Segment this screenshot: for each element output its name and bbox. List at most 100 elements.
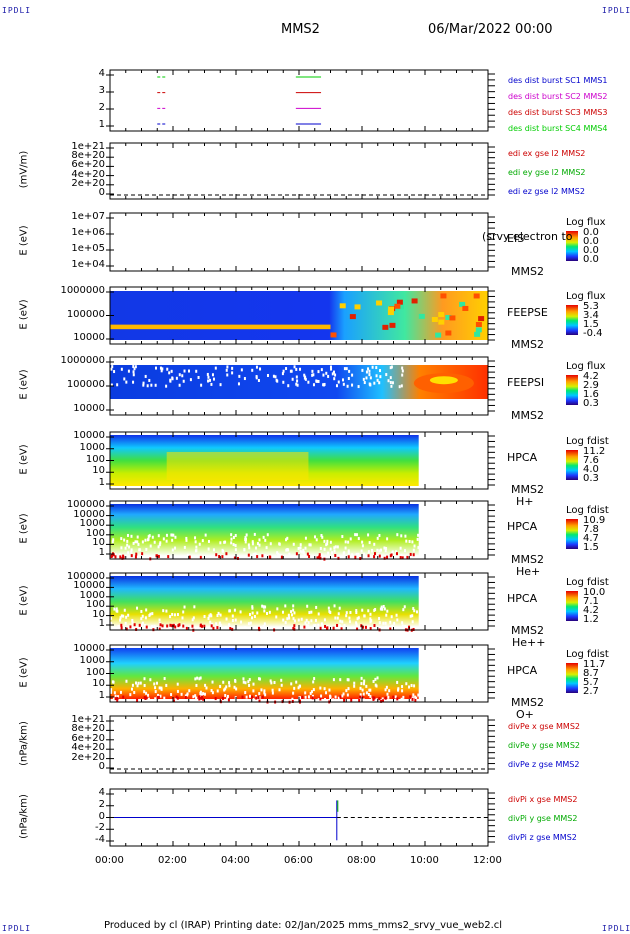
spectrogram-gap [157, 693, 160, 697]
spectrogram-gap [153, 540, 156, 544]
spectrogram-cell [136, 698, 139, 702]
spectrogram-gap [248, 683, 251, 687]
spectrogram-gap [154, 697, 157, 701]
spectrogram-gap [276, 607, 279, 611]
spectrogram-gap [410, 683, 413, 687]
spectrogram-gap [292, 542, 295, 546]
spectrogram-hotspot [429, 376, 458, 385]
spectrogram-fill [110, 576, 419, 627]
spectrogram-gap [291, 613, 294, 617]
spectrogram-gap [251, 616, 254, 620]
spectrogram-gap [298, 684, 301, 688]
spectrogram-gap [347, 687, 350, 691]
colorbar-value: 7.8 [583, 524, 599, 535]
spectrogram-cell [435, 332, 442, 338]
spectrogram-gap [211, 622, 214, 626]
spectrogram-gap [293, 686, 296, 690]
spectrogram-gap [191, 618, 194, 622]
colorbar-value: 0.3 [583, 473, 599, 484]
spectrogram-gap [194, 536, 197, 540]
spectrogram-gap [317, 379, 320, 383]
spectrogram-gap [148, 378, 151, 382]
y-tick-label: 10000 [73, 430, 105, 441]
spectrogram-gap [347, 540, 350, 544]
spectrogram-gap [299, 367, 302, 371]
spectrogram-gap [401, 685, 404, 689]
spectrogram-gap [264, 693, 267, 697]
spectrogram-cell [133, 623, 136, 627]
spectrogram-cell [399, 556, 402, 560]
colorbar-value: 4.2 [583, 605, 599, 616]
spectrogram-gap [336, 545, 339, 549]
spectrogram-gap [362, 698, 365, 702]
spectrogram-gap [112, 680, 115, 684]
spectrogram-gap [181, 374, 184, 378]
spectrogram-gap [378, 533, 381, 537]
spectrogram-cell [167, 555, 170, 559]
spectrogram-gap [311, 694, 314, 698]
spectrogram-gap [389, 620, 392, 624]
spectrogram-cell [159, 623, 162, 627]
spectrogram-gap [337, 612, 340, 616]
spectrogram-gap [240, 368, 243, 372]
spectrogram-cell [367, 554, 370, 558]
spectrogram-gap [310, 610, 313, 614]
spectrogram-gap [356, 617, 359, 621]
spectrogram-cell [161, 624, 164, 628]
spectrogram-gap [355, 553, 358, 557]
spectrogram-gap [234, 544, 237, 548]
spectrogram-gap [149, 612, 152, 616]
spectrogram-cell [339, 303, 346, 309]
spectrogram-cell [475, 321, 482, 327]
spectrogram-gap [413, 684, 416, 688]
spectrogram-cell [134, 555, 137, 559]
spectrogram-gap [378, 381, 381, 385]
spectrogram-gap [344, 546, 347, 550]
spectrogram-gap [147, 535, 150, 539]
spectrogram-gap [120, 614, 123, 618]
spectrogram-gap [153, 682, 156, 686]
colorbar-value: 5.3 [583, 301, 599, 312]
spectrogram-gap [393, 621, 396, 625]
spectrogram-gap [198, 677, 201, 681]
spectrogram-gap [396, 533, 399, 537]
spectrogram-cell [319, 556, 322, 560]
spectrogram-gap [285, 367, 288, 371]
spectrogram-gap [112, 538, 115, 542]
spectrogram-gap [180, 692, 183, 696]
spectrogram-cell [378, 554, 381, 558]
spectrogram-cell [462, 305, 469, 311]
spectrogram-gap [412, 607, 415, 611]
spectrogram-gap [334, 545, 337, 549]
colorbar [566, 591, 578, 621]
spectrogram-gap [296, 379, 299, 383]
spectrogram-gap [255, 546, 258, 550]
spectrogram-cell [308, 554, 311, 558]
spectrogram-gap [351, 373, 354, 377]
spectrogram-cell [311, 696, 314, 700]
y-tick-label: 1 [98, 690, 105, 701]
spectrogram-gap [341, 535, 344, 539]
x-tick-label: 06:00 [284, 855, 313, 866]
spectrogram-gap [329, 547, 332, 551]
spectrogram-cell [440, 293, 447, 299]
spectrogram-cell [233, 556, 236, 560]
spectrogram-gap [207, 379, 210, 383]
y-tick-label: 6e+20 [71, 159, 105, 171]
spectrogram-gap [341, 694, 344, 698]
spectrogram-gap [119, 690, 122, 694]
spectrogram-cell [122, 695, 125, 699]
spectrogram-gap [387, 379, 390, 383]
spectrogram-gap [252, 682, 255, 686]
spectrogram-gap [219, 623, 222, 627]
spectrogram-gap [369, 620, 372, 624]
spectrogram-gap [110, 690, 113, 694]
spectrogram-gap [226, 698, 229, 702]
spectrogram-gap [193, 605, 196, 609]
spectrogram-gap [194, 677, 197, 681]
spacecraft-label: MMS2 [511, 483, 544, 496]
y-tick-label: 4 [98, 787, 105, 798]
spectrogram-cell [438, 312, 445, 318]
spectrogram-gap [328, 556, 331, 560]
spectrogram-gap [142, 383, 145, 387]
